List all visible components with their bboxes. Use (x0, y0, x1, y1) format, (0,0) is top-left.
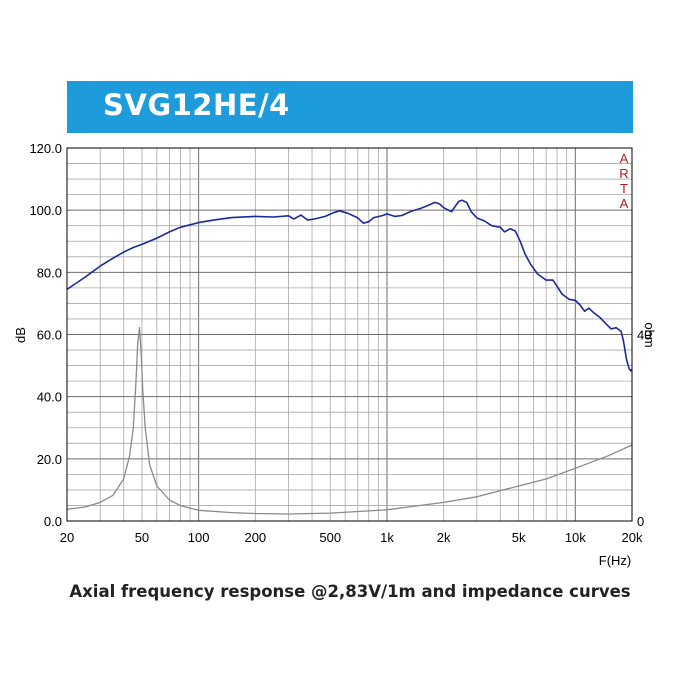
plot-frame (66, 147, 633, 522)
arta-letter: A (620, 151, 629, 166)
tick-labels: 20 50 100 200 500 1k 2k 5k 10k 20k 0.0 20.0 40.0 60.0… (29, 141, 651, 545)
x-tick-label: 100 (188, 530, 210, 545)
x-tick-label: 200 (244, 530, 266, 545)
chart-grid (67, 148, 632, 521)
x-tick-label: 50 (135, 530, 149, 545)
y-axis-label: dB (13, 327, 28, 343)
y-tick-label: 60.0 (37, 328, 62, 343)
x-tick-label: 20k (622, 530, 643, 545)
arta-letter: A (620, 196, 629, 211)
x-tick-label: 1k (380, 530, 394, 545)
chart-title: SVG12HE/4 (103, 88, 290, 122)
y2-tick-label: 40 (637, 328, 651, 343)
y-tick-label: 120.0 (29, 141, 62, 156)
chart-series-layer (66, 199, 633, 515)
x-tick-label: 5k (512, 530, 526, 545)
x-tick-label: 2k (437, 530, 451, 545)
y-tick-label: 20.0 (37, 452, 62, 467)
y-tick-label: 80.0 (37, 265, 62, 280)
y2-tick-label: 0 (637, 514, 644, 529)
arta-letter: T (620, 181, 628, 196)
x-axis-label: F(Hz) (599, 553, 632, 568)
arta-letter: R (619, 166, 628, 181)
x-tick-label: 500 (319, 530, 341, 545)
y-tick-label: 40.0 (37, 390, 62, 405)
title-banner: SVG12HE/4 (67, 81, 633, 133)
figure-caption: Axial frequency response @2,83V/1m and i… (69, 582, 631, 601)
impedance-curve (66, 326, 633, 515)
x-tick-label: 20 (60, 530, 74, 545)
spl-curve (66, 199, 633, 372)
x-tick-label: 10k (565, 530, 586, 545)
y-tick-label: 100.0 (29, 203, 62, 218)
y-tick-label: 0.0 (44, 514, 62, 529)
y2-axis-label: ohm (642, 322, 657, 347)
